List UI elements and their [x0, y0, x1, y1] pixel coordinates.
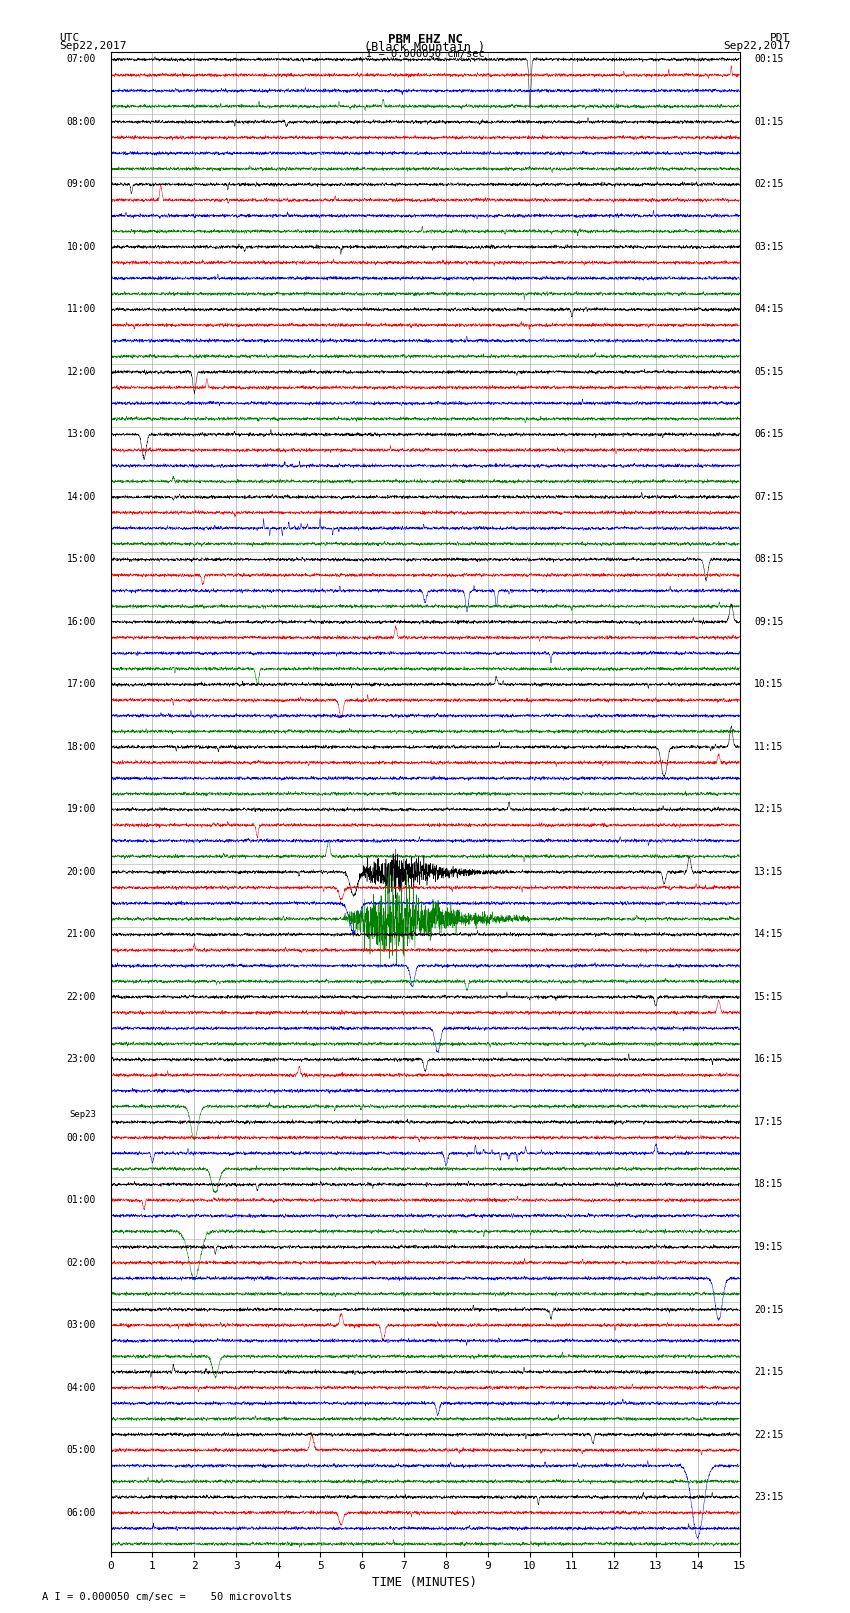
Text: 22:15: 22:15 — [754, 1429, 784, 1439]
Text: 09:15: 09:15 — [754, 616, 784, 627]
Text: 20:15: 20:15 — [754, 1305, 784, 1315]
Text: 05:15: 05:15 — [754, 366, 784, 377]
Text: Sep22,2017: Sep22,2017 — [60, 40, 127, 52]
X-axis label: TIME (MINUTES): TIME (MINUTES) — [372, 1576, 478, 1589]
Text: 00:15: 00:15 — [754, 55, 784, 65]
Text: 12:15: 12:15 — [754, 805, 784, 815]
Text: 15:15: 15:15 — [754, 992, 784, 1002]
Text: 16:15: 16:15 — [754, 1055, 784, 1065]
Text: Sep23: Sep23 — [69, 1110, 96, 1119]
Text: 19:00: 19:00 — [66, 805, 96, 815]
Text: 21:00: 21:00 — [66, 929, 96, 939]
Text: 04:15: 04:15 — [754, 305, 784, 315]
Text: 13:15: 13:15 — [754, 866, 784, 877]
Text: 02:15: 02:15 — [754, 179, 784, 189]
Text: 12:00: 12:00 — [66, 366, 96, 377]
Text: 20:00: 20:00 — [66, 866, 96, 877]
Text: I = 0.000050 cm/sec: I = 0.000050 cm/sec — [366, 50, 484, 60]
Text: 06:00: 06:00 — [66, 1508, 96, 1518]
Text: PDT: PDT — [770, 32, 790, 44]
Text: 22:00: 22:00 — [66, 992, 96, 1002]
Text: 05:00: 05:00 — [66, 1445, 96, 1455]
Text: 02:00: 02:00 — [66, 1258, 96, 1268]
Text: 19:15: 19:15 — [754, 1242, 784, 1252]
Text: 17:15: 17:15 — [754, 1116, 784, 1127]
Text: 10:00: 10:00 — [66, 242, 96, 252]
Text: 07:00: 07:00 — [66, 55, 96, 65]
Text: 08:00: 08:00 — [66, 116, 96, 127]
Text: 09:00: 09:00 — [66, 179, 96, 189]
Text: 00:00: 00:00 — [66, 1132, 96, 1142]
Text: 14:00: 14:00 — [66, 492, 96, 502]
Text: 01:00: 01:00 — [66, 1195, 96, 1205]
Text: 17:00: 17:00 — [66, 679, 96, 689]
Text: 10:15: 10:15 — [754, 679, 784, 689]
Text: 23:00: 23:00 — [66, 1055, 96, 1065]
Text: 13:00: 13:00 — [66, 429, 96, 439]
Text: 01:15: 01:15 — [754, 116, 784, 127]
Text: 11:15: 11:15 — [754, 742, 784, 752]
Text: 03:15: 03:15 — [754, 242, 784, 252]
Text: 21:15: 21:15 — [754, 1366, 784, 1378]
Text: 14:15: 14:15 — [754, 929, 784, 939]
Text: 18:00: 18:00 — [66, 742, 96, 752]
Text: 07:15: 07:15 — [754, 492, 784, 502]
Text: Sep22,2017: Sep22,2017 — [723, 40, 791, 52]
Text: 11:00: 11:00 — [66, 305, 96, 315]
Text: (Black Mountain ): (Black Mountain ) — [365, 40, 485, 55]
Text: UTC: UTC — [60, 32, 80, 44]
Text: 23:15: 23:15 — [754, 1492, 784, 1502]
Text: 15:00: 15:00 — [66, 555, 96, 565]
Text: 08:15: 08:15 — [754, 555, 784, 565]
Text: PBM EHZ NC: PBM EHZ NC — [388, 32, 462, 47]
Text: 03:00: 03:00 — [66, 1319, 96, 1331]
Text: 18:15: 18:15 — [754, 1179, 784, 1189]
Text: 04:00: 04:00 — [66, 1382, 96, 1392]
Text: A I = 0.000050 cm/sec =    50 microvolts: A I = 0.000050 cm/sec = 50 microvolts — [42, 1592, 292, 1602]
Text: 16:00: 16:00 — [66, 616, 96, 627]
Text: 06:15: 06:15 — [754, 429, 784, 439]
